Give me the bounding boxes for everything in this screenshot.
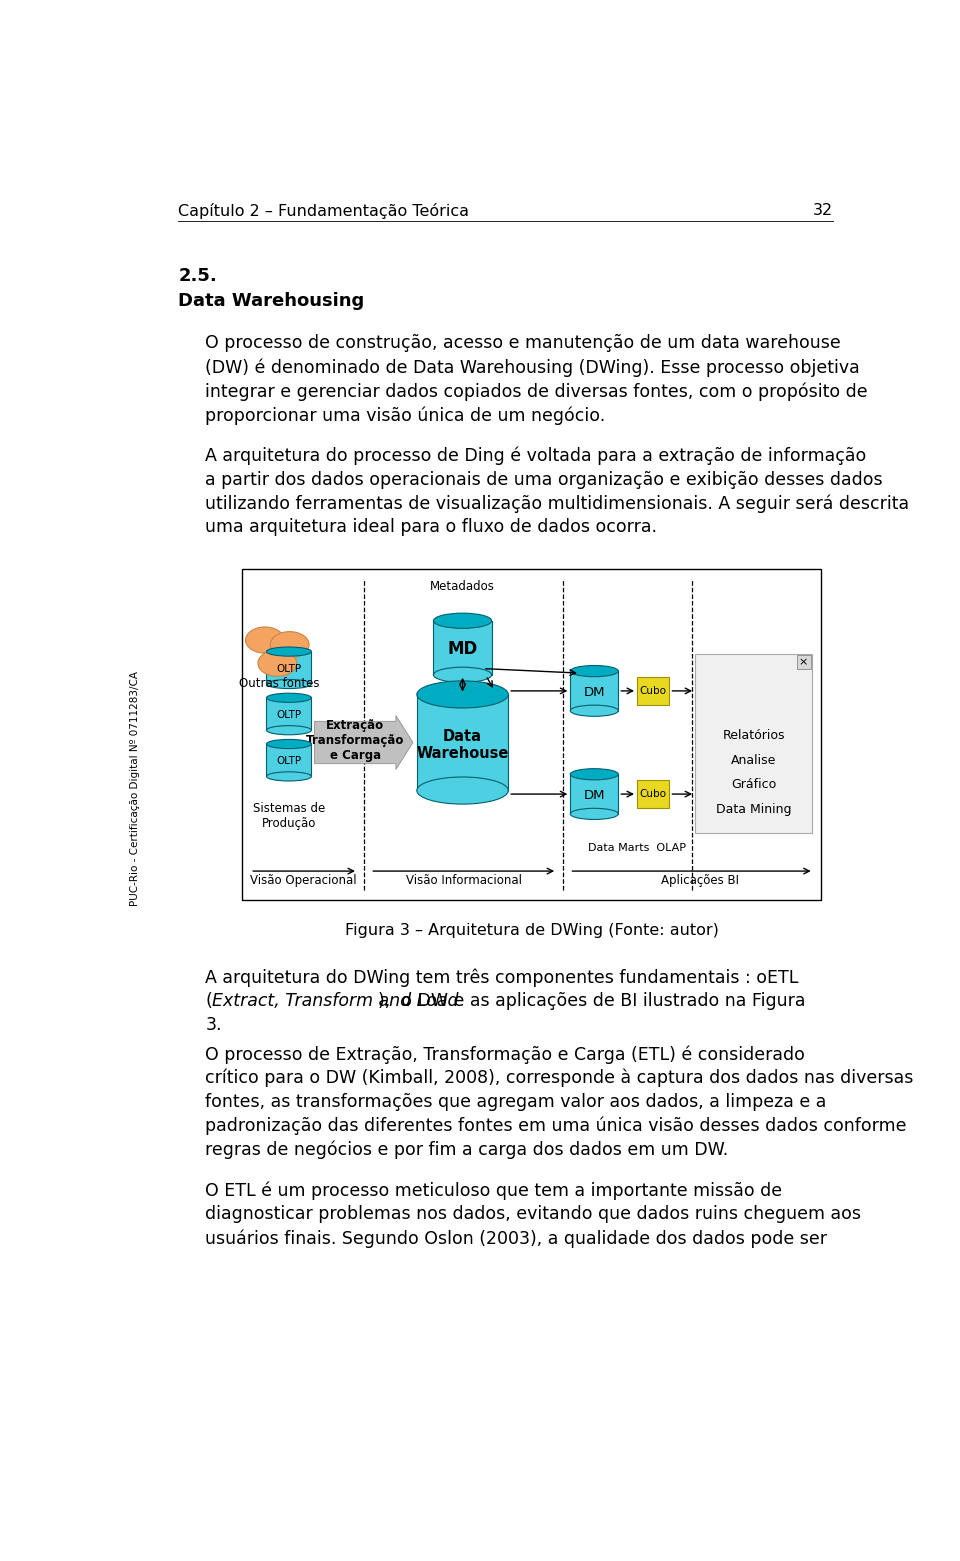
Ellipse shape: [267, 771, 311, 780]
Ellipse shape: [267, 679, 311, 688]
Text: Outras fontes: Outras fontes: [239, 677, 319, 690]
Text: OLTP: OLTP: [276, 756, 301, 766]
FancyBboxPatch shape: [570, 774, 618, 813]
Text: Gráfico: Gráfico: [731, 779, 777, 791]
Text: ×: ×: [799, 657, 808, 668]
FancyBboxPatch shape: [434, 621, 492, 674]
Text: DM: DM: [584, 685, 605, 698]
Text: O processo de Extração, Transformação e Carga (ETL) é considerado: O processo de Extração, Transformação e …: [205, 1046, 805, 1063]
Text: O processo de construção, acesso e manutenção de um data warehouse: O processo de construção, acesso e manut…: [205, 334, 841, 353]
Text: A arquitetura do DWing tem três componentes fundamentais : oETL: A arquitetura do DWing tem três componen…: [205, 968, 799, 987]
Text: O ETL é um processo meticuloso que tem a importante missão de: O ETL é um processo meticuloso que tem a…: [205, 1182, 782, 1200]
Text: Relatórios: Relatórios: [722, 729, 785, 741]
Text: Capítulo 2 – Fundamentação Teórica: Capítulo 2 – Fundamentação Teórica: [179, 203, 469, 219]
Ellipse shape: [267, 726, 311, 735]
Text: ),  o DW e as aplicações de BI ilustrado na Figura: ), o DW e as aplicações de BI ilustrado …: [378, 991, 805, 1010]
Text: PUC-Rio - Certificação Digital Nº 0711283/CA: PUC-Rio - Certificação Digital Nº 071128…: [131, 671, 140, 905]
Text: Analise: Analise: [731, 754, 777, 766]
Text: OLTP: OLTP: [276, 663, 301, 674]
Text: Data
Warehouse: Data Warehouse: [417, 729, 509, 762]
Text: MD: MD: [447, 640, 478, 659]
Ellipse shape: [267, 646, 311, 656]
Text: Figura 3 – Arquitetura de DWing (Fonte: autor): Figura 3 – Arquitetura de DWing (Fonte: …: [345, 924, 719, 938]
Text: Data Mining: Data Mining: [716, 802, 791, 816]
Text: Aplicações BI: Aplicações BI: [661, 874, 739, 887]
FancyBboxPatch shape: [570, 671, 618, 710]
Text: Metadados: Metadados: [430, 581, 495, 593]
FancyBboxPatch shape: [267, 698, 311, 731]
Text: 2.5.: 2.5.: [179, 267, 217, 286]
Text: (DW) é denominado de Data Warehousing (DWing). Esse processo objetiva: (DW) é denominado de Data Warehousing (D…: [205, 359, 860, 376]
Text: crítico para o DW (Kimball, 2008), corresponde à captura dos dados nas diversas: crítico para o DW (Kimball, 2008), corre…: [205, 1069, 914, 1088]
Ellipse shape: [246, 628, 284, 652]
Text: DM: DM: [584, 788, 605, 802]
Ellipse shape: [271, 632, 309, 657]
Text: Extração
Transformação
e Carga: Extração Transformação e Carga: [306, 720, 404, 762]
FancyBboxPatch shape: [636, 780, 669, 809]
Text: usuários finais. Segundo Oslon (2003), a qualidade dos dados pode ser: usuários finais. Segundo Oslon (2003), a…: [205, 1229, 828, 1247]
FancyBboxPatch shape: [417, 695, 508, 790]
Ellipse shape: [570, 706, 618, 716]
Ellipse shape: [434, 613, 492, 629]
FancyBboxPatch shape: [695, 654, 812, 832]
FancyBboxPatch shape: [636, 677, 669, 704]
Text: (: (: [205, 991, 212, 1010]
Text: Sistemas de
Produção: Sistemas de Produção: [252, 802, 325, 830]
Text: a partir dos dados operacionais de uma organização e exibição desses dados: a partir dos dados operacionais de uma o…: [205, 471, 883, 489]
Text: uma arquitetura ideal para o fluxo de dados ocorra.: uma arquitetura ideal para o fluxo de da…: [205, 518, 658, 537]
Text: Visão Informacional: Visão Informacional: [406, 874, 521, 887]
Ellipse shape: [434, 667, 492, 682]
Text: Data Warehousing: Data Warehousing: [179, 292, 365, 311]
Ellipse shape: [417, 777, 508, 804]
Text: 32: 32: [813, 203, 833, 217]
Text: Extract, Transform and Load: Extract, Transform and Load: [212, 991, 459, 1010]
Text: proporcionar uma visão única de um negócio.: proporcionar uma visão única de um negóc…: [205, 406, 606, 425]
Text: A arquitetura do processo de Ding é voltada para a extração de informação: A arquitetura do processo de Ding é volt…: [205, 446, 867, 465]
Text: 3.: 3.: [205, 1016, 222, 1033]
Text: Visão Operacional: Visão Operacional: [250, 874, 356, 887]
Ellipse shape: [267, 693, 311, 702]
Text: regras de negócios e por fim a carga dos dados em um DW.: regras de negócios e por fim a carga dos…: [205, 1141, 729, 1160]
Text: integrar e gerenciar dados copiados de diversas fontes, com o propósito de: integrar e gerenciar dados copiados de d…: [205, 382, 868, 401]
FancyArrow shape: [315, 715, 413, 770]
Ellipse shape: [267, 740, 311, 749]
Text: OLTP: OLTP: [276, 710, 301, 720]
Ellipse shape: [258, 649, 297, 676]
FancyBboxPatch shape: [243, 570, 822, 901]
Ellipse shape: [417, 681, 508, 709]
Text: diagnosticar problemas nos dados, evitando que dados ruins cheguem aos: diagnosticar problemas nos dados, evitan…: [205, 1205, 861, 1224]
FancyBboxPatch shape: [267, 745, 311, 776]
Text: Cubo: Cubo: [639, 685, 666, 696]
Ellipse shape: [570, 665, 618, 676]
FancyBboxPatch shape: [267, 651, 311, 684]
Text: Data Marts  OLAP: Data Marts OLAP: [588, 843, 686, 852]
Text: padronização das diferentes fontes em uma única visão desses dados conforme: padronização das diferentes fontes em um…: [205, 1116, 907, 1135]
Text: Cubo: Cubo: [639, 788, 666, 799]
FancyBboxPatch shape: [797, 656, 810, 670]
Text: utilizando ferramentas de visualização multidimensionais. A seguir será descrita: utilizando ferramentas de visualização m…: [205, 495, 909, 514]
Ellipse shape: [570, 768, 618, 780]
Ellipse shape: [570, 809, 618, 820]
Text: fontes, as transformações que agregam valor aos dados, a limpeza e a: fontes, as transformações que agregam va…: [205, 1093, 827, 1111]
